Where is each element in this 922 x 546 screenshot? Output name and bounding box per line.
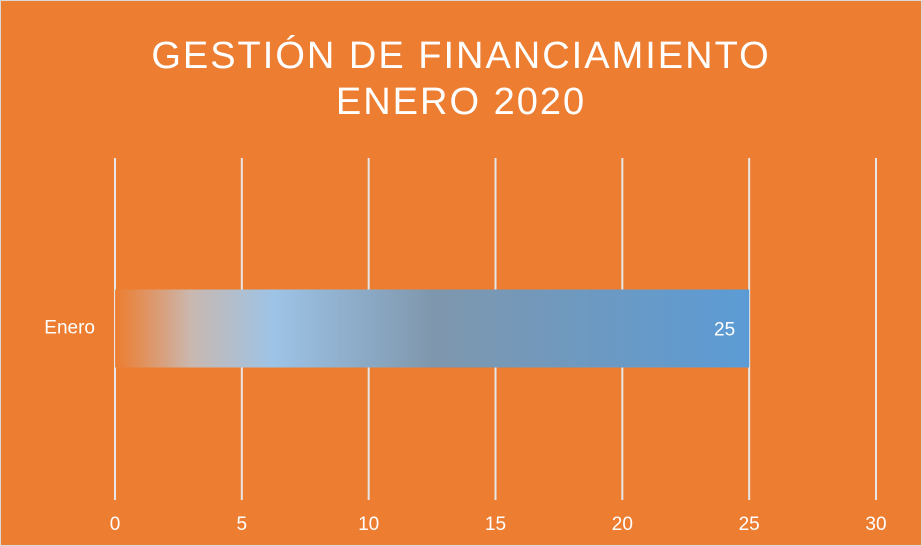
data-label: 25: [714, 320, 735, 341]
x-tick-label: 15: [485, 514, 506, 535]
x-tick-label: 5: [237, 514, 248, 535]
x-tick-label: 25: [739, 514, 760, 535]
x-tick-label: 10: [358, 514, 379, 535]
chart-title: ENERO 2020: [336, 81, 586, 123]
x-tick-label: 30: [865, 514, 886, 535]
x-tick-label: 20: [612, 514, 633, 535]
x-tick-label: 0: [110, 514, 121, 535]
bar: [115, 289, 750, 368]
y-tick-label: Enero: [44, 318, 95, 339]
chart-title: GESTIÓN DE FINANCIAMIENTO: [151, 34, 770, 77]
